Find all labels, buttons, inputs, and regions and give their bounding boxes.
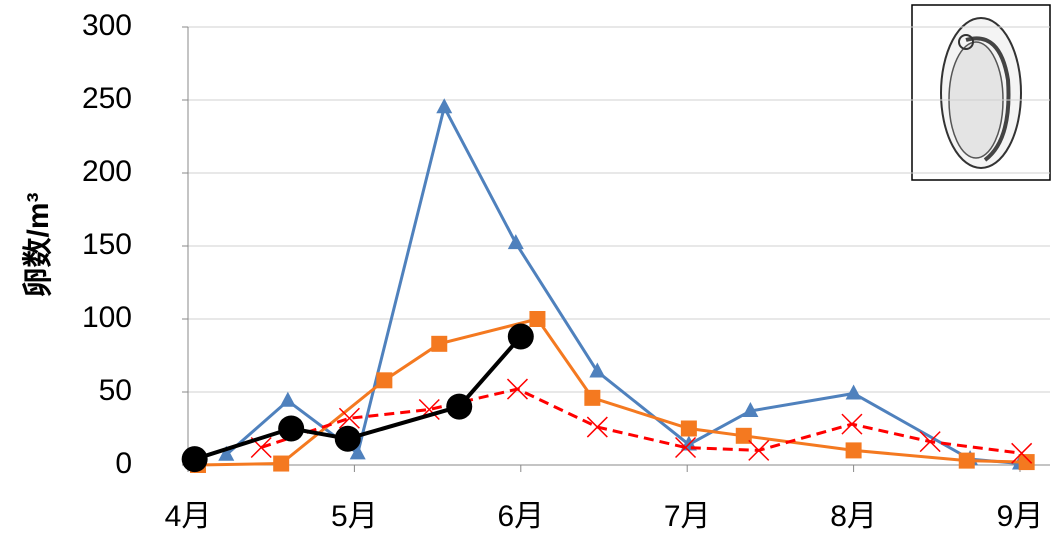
y-tick-label: 250 [82,82,132,115]
y-tick-label: 0 [115,447,132,480]
marker [431,335,448,352]
x-tick-label: 5月 [331,500,378,533]
marker [841,413,863,435]
x-tick-label: 4月 [165,500,212,533]
marker [1011,442,1033,464]
marker [436,98,453,114]
y-tick-label: 150 [82,228,132,261]
marker [278,415,305,442]
marker [181,446,208,473]
x-tick-label: 9月 [997,500,1044,533]
marker [279,391,296,407]
marker [273,455,290,472]
x-tick-label: 7月 [664,500,711,533]
marker [735,427,752,444]
x-tick-label: 8月 [830,500,877,533]
marker [338,407,360,429]
marker [958,452,975,469]
y-axis-label: 卵数/m³ [22,192,55,297]
x-tick-label: 6月 [497,500,544,533]
marker [529,311,546,327]
marker [748,439,770,461]
marker [376,372,393,389]
marker [589,362,606,378]
marker [675,436,697,459]
marker [218,445,235,461]
y-tick-label: 100 [82,301,132,334]
series-line [260,387,1022,455]
marker [845,384,862,400]
marker [586,416,608,438]
marker [742,401,759,417]
marker [919,431,941,453]
marker [507,323,534,350]
marker [680,420,697,437]
y-tick-label: 50 [99,374,132,407]
egg-illustration [911,4,1051,181]
marker [845,442,862,459]
y-tick-label: 300 [82,9,132,42]
marker [334,425,361,452]
y-tick-label: 200 [82,155,132,188]
marker [446,393,473,420]
marker [1018,454,1035,471]
marker [584,389,601,406]
marker [349,444,366,460]
marker [506,378,529,400]
marker [507,234,524,250]
